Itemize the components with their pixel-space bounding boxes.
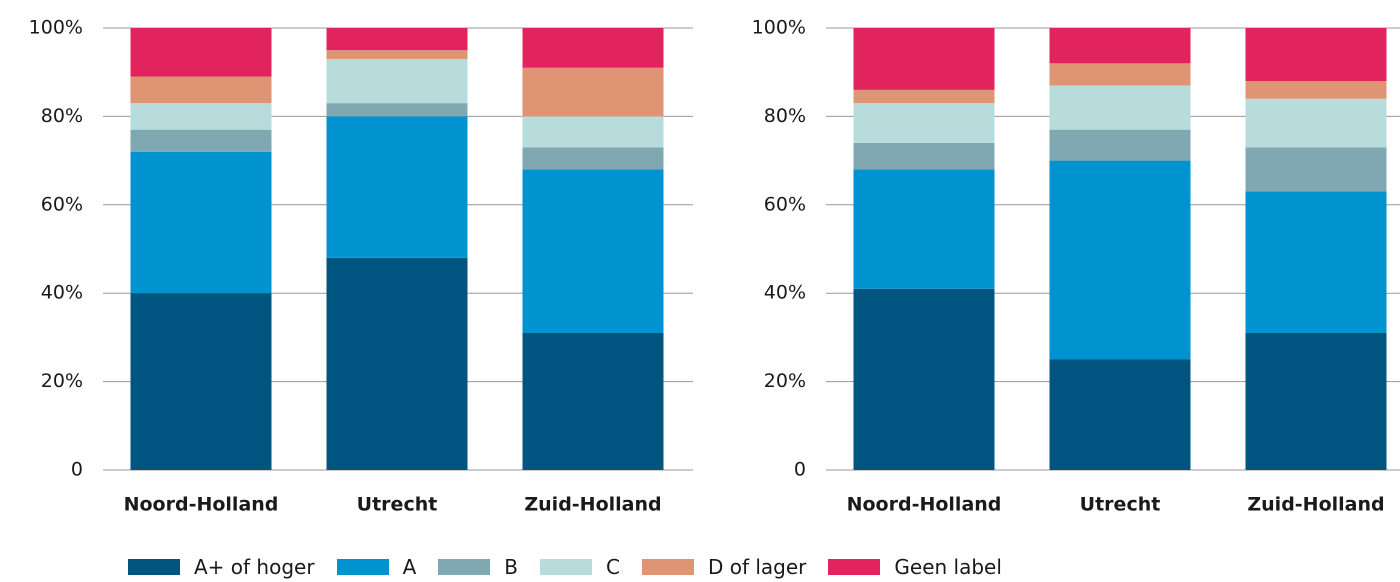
legend-item: A+ of hoger [128,555,315,579]
y-tick-label: 100% [29,17,83,39]
legend-swatch [128,559,180,575]
bar-segment [522,116,664,148]
y-tick-label: 60% [764,193,806,215]
charts: 0 20% 40% 60% 80% 100% Noord-Holland Utrecht Zui… [29,17,1400,516]
bar-segment [853,89,995,104]
bar-segment [1049,129,1191,161]
legend-item: Geen label [828,555,1002,579]
legend-label: A [402,555,417,579]
bar-segment [522,169,664,333]
legend-label: C [606,555,620,579]
bar-segment [326,28,468,51]
bar-segment [130,103,272,130]
bar-segment [326,58,468,104]
y-tick-label: 40% [764,282,806,304]
x-tick-label: Utrecht [1080,494,1161,516]
x-tick-label: Zuid-Holland [524,494,661,516]
y-tick-label: 40% [41,282,83,304]
bar-segment [326,116,468,258]
bar-segment [326,50,468,59]
bar-segment [1049,160,1191,360]
y-tick-label: 80% [41,105,83,127]
bar-segment [130,28,272,77]
bar-segment [522,67,664,117]
bar-segment [1245,191,1387,333]
bar-segment [853,288,995,470]
bar-segment [1245,332,1387,470]
legend-item: D of lager [641,555,807,579]
bar-segment [1049,63,1191,86]
y-tick-label: 20% [41,370,83,392]
bar-segment [853,103,995,143]
y-tick-label: 20% [764,370,806,392]
bar-segment [853,142,995,170]
y-tick-label: 60% [41,193,83,215]
bar-segment [130,129,272,152]
bar-segment [1049,359,1191,470]
legend-swatch [641,559,694,575]
x-tick-label: Zuid-Holland [1247,494,1384,516]
y-tick-label: 100% [752,17,806,39]
bar-segment [522,332,664,470]
bar-segment [130,76,272,104]
bar-segment [326,103,468,117]
x-tick-label: Noord-Holland [847,494,1002,516]
x-tick-label: Noord-Holland [124,494,279,516]
bar-segment [522,28,664,68]
legend-swatch [540,559,592,575]
y-tick-label: 0 [71,459,83,481]
legend: A+ of hoger A B C D of lager Geen label [128,555,1024,579]
bar-segment [130,151,272,294]
legend-item: C [540,555,620,579]
bar-segment [853,28,995,90]
bar-segment [130,293,272,470]
legend-swatch [336,559,389,575]
y-tick-label: 80% [764,105,806,127]
bar-segment [1049,85,1191,130]
x-tick-label: Utrecht [357,494,438,516]
bar-segment [853,169,995,289]
legend-label: D of lager [707,555,807,579]
bar-segment [1245,147,1387,192]
legend-item: B [438,555,518,579]
bar-segment [326,257,468,470]
legend-label: B [504,555,518,579]
bar-segment [1049,28,1191,64]
y-tick-label: 0 [794,459,806,481]
bar-segment [1245,98,1387,148]
bar-segment [1245,28,1387,82]
bar-segment [522,147,664,170]
legend-swatch [828,559,881,575]
bar-segment [1245,81,1387,99]
legend-swatch [438,559,491,575]
legend-label: Geen label [894,555,1002,579]
legend-label: A+ of hoger [194,555,315,579]
legend-item: A [336,555,417,579]
